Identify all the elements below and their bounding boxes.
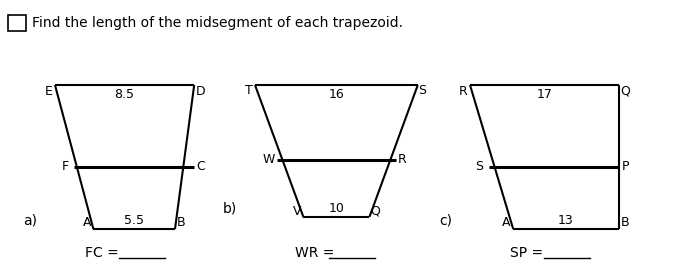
Text: S: S [418,84,426,97]
Text: T: T [245,84,253,97]
Text: P: P [622,160,629,173]
Text: E: E [44,85,52,98]
Text: R: R [459,85,468,98]
Text: D: D [196,85,206,98]
Text: Q: Q [620,85,630,98]
Text: S: S [475,160,483,173]
Text: A: A [83,216,91,229]
Text: 13: 13 [558,213,574,227]
Bar [8,15,26,31]
Text: C: C [197,160,205,173]
Text: 8.5: 8.5 [115,87,135,100]
Text: V: V [292,205,301,218]
Text: W: W [263,153,275,166]
Text: 5.5: 5.5 [124,213,144,227]
Text: FC =: FC = [85,246,119,260]
Text: B: B [177,216,186,229]
Text: c): c) [439,214,452,228]
Text: 10: 10 [328,202,344,214]
Text: B: B [622,216,630,229]
Text: R: R [398,153,407,166]
Text: 17: 17 [537,87,552,100]
Text: 16: 16 [328,87,344,100]
Text: Find the length of the midsegment of each trapezoid.: Find the length of the midsegment of eac… [32,16,403,30]
Text: a): a) [23,214,37,228]
Text: Q: Q [370,205,380,218]
Text: F: F [62,160,69,173]
Text: b): b) [223,202,237,216]
Text: 3: 3 [12,16,22,30]
Text: SP =: SP = [510,246,543,260]
Text: A: A [503,216,511,229]
Text: WR =: WR = [295,246,335,260]
